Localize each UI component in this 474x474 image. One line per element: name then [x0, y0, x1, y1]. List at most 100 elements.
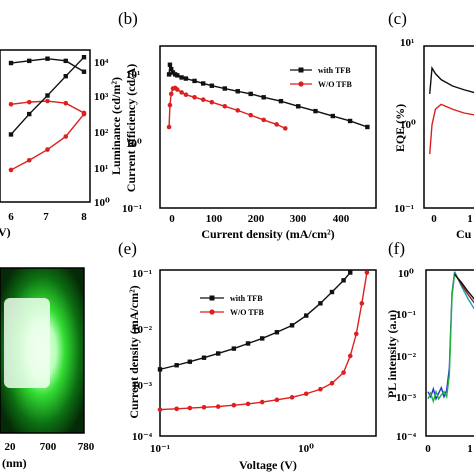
panel-e-series-0-line: [159, 272, 351, 371]
panel-f-series-4-line: [454, 274, 474, 300]
panel-e-series-1-point: [274, 397, 280, 403]
panel-b-series-1-point: [168, 91, 174, 97]
panel-c-ylabel: EQE (%): [393, 104, 407, 152]
panel-e-series-1-point: [289, 395, 295, 400]
panel-e-ytick-1e-2: 10⁻²: [132, 324, 153, 336]
panel-a-xtick-6: 6: [8, 211, 14, 223]
panel-c-ytick-1e1: 10¹: [400, 37, 414, 49]
panel-a-xtick-7: 7: [43, 211, 49, 223]
panel-f-ytick-1e-4: 10⁻⁴: [396, 431, 417, 443]
panel-a-ytick-1e1: 10¹: [94, 163, 108, 175]
legend-label-with-tfb: with TFB: [318, 66, 351, 75]
panel-a-series-3-point: [8, 167, 14, 173]
panel-b-series-1-point: [274, 122, 279, 127]
panel-d-emitting-pixel: [4, 298, 50, 388]
panel-a-series-1-point: [63, 100, 69, 106]
panel-b-ytick-1e1: 10¹: [126, 69, 140, 81]
panel-e-series-0-point: [174, 363, 179, 368]
panel-b-series-1-point: [200, 97, 206, 102]
panel-f-xtick-0: 0: [425, 443, 431, 455]
legend-marker-wo-tfb-e: [209, 309, 215, 315]
panel-e-legend: with TFB W/O TFB: [200, 294, 265, 317]
panel-b-series-1-point: [166, 124, 172, 130]
panel-b-series-1-point: [209, 99, 215, 105]
panel-b-series-0-point: [365, 124, 370, 130]
panel-b-series-1-point: [192, 94, 197, 100]
panel-f-xtick-1: 1: [467, 443, 473, 455]
panel-e-frame: [159, 269, 377, 437]
panel-c-frame: [423, 45, 474, 209]
panel-b-frame: [159, 45, 377, 209]
panel-b-series-0-point: [313, 108, 318, 114]
panel-d-frame: [0, 267, 85, 434]
panel-c-xtick-1: 1: [467, 213, 473, 225]
panel-e-series-1-point: [201, 405, 207, 410]
panel-c-xlabel: Cu: [456, 227, 472, 241]
panel-b-series-1-point: [248, 112, 254, 118]
panel-b-series-1-point: [282, 126, 288, 131]
panel-f-ytick-1e-1: 10⁻¹: [396, 309, 416, 321]
panel-e-series-0-point: [274, 330, 280, 335]
panel-e-series-1-point: [157, 407, 163, 412]
panel-d-xtick-700: 700: [40, 441, 57, 453]
panel-e-series-1-point: [341, 370, 346, 375]
panel-c-label: (c): [388, 9, 407, 28]
panel-b-series-0-point: [169, 66, 174, 72]
panel-f-series-1-line: [427, 273, 456, 404]
panel-a-series-2-point: [81, 54, 87, 60]
panel-b-series-0-point: [201, 81, 206, 86]
panel-e-series-1-point: [347, 353, 353, 359]
panel-a-series-0-point: [45, 56, 50, 61]
panel-b-series-0-point: [330, 113, 335, 119]
panel-e-ytick-1e-3: 10⁻³: [132, 380, 153, 392]
panel-b-series-0-point: [183, 76, 189, 81]
legend-marker-with-tfb: [298, 67, 304, 73]
panel-b-ytick-1e-1: 10⁻¹: [122, 203, 142, 215]
panel-e-series-1-point: [187, 405, 193, 411]
panel-b-xtick-200: 200: [248, 213, 265, 225]
panel-e-label: (e): [118, 239, 137, 258]
panel-a-series-0-point: [81, 69, 87, 74]
panel-b-xtick-300: 300: [290, 213, 307, 225]
panel-a-series-2-point: [27, 111, 32, 117]
panel-e-series-1-point: [259, 399, 265, 405]
panel-f-frame: [425, 269, 474, 437]
panel-e-series-0-point: [187, 359, 193, 364]
panel-c-ytick-1e0: 10⁰: [400, 119, 416, 131]
panel-b-series-0-point: [179, 75, 184, 80]
panel-e-series-0-point: [318, 301, 323, 306]
panel-a-ylabel-right: Luminance (cd/m²): [109, 77, 123, 175]
panel-b-series-0-point: [222, 86, 227, 91]
panel-b-series-1-point: [179, 90, 184, 95]
panel-f-plot: [427, 271, 474, 404]
panel-e-series-0-point: [245, 341, 251, 346]
panel-e-series-1-point: [231, 402, 237, 408]
panel-b-plot: [166, 62, 370, 131]
panel-f-ytick-1e-2: 10⁻²: [396, 351, 417, 363]
panel-b-legend: with TFB W/O TFB: [290, 66, 353, 89]
panel-e-series-0-point: [329, 289, 335, 295]
panel-c: (c) 10¹ 10⁰ 10⁻¹ 0 1 Cu EQE (%): [388, 9, 474, 241]
panel-a-xtick-8: 8: [81, 211, 87, 223]
panel-d-xtick-780: 780: [78, 441, 95, 453]
panel-a-xlabel: V): [0, 225, 11, 239]
panel-e-series-0-point: [231, 346, 237, 351]
panel-b-series-0-point: [347, 118, 353, 124]
panel-b-series-1-point: [222, 104, 228, 109]
panel-a-series-2-point: [8, 132, 14, 137]
panel-e-series-1-point: [354, 331, 359, 337]
panel-e-series-0-point: [260, 336, 265, 341]
panel-a-ytick-1e3: 10³: [94, 91, 109, 103]
panel-e-series-0-point: [157, 367, 163, 372]
panel-b-series-1-point: [183, 92, 189, 98]
panel-e-series-0-point: [304, 313, 309, 318]
panel-b-series-0-point: [192, 78, 197, 84]
panel-e-ytick-1e-4: 10⁻⁴: [132, 431, 153, 443]
panel-e-series-0-point: [289, 323, 295, 328]
panel-a-series-3-point: [45, 147, 50, 152]
panel-b-series-0-point: [235, 89, 240, 94]
panel-e-series-1-point: [364, 270, 370, 275]
panel-b-series-1-point: [174, 87, 180, 92]
panel-f-label: (f): [388, 239, 405, 258]
